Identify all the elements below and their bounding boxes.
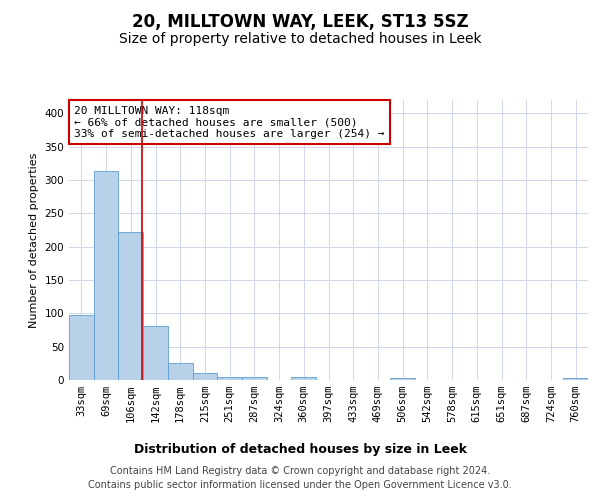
Text: 20 MILLTOWN WAY: 118sqm
← 66% of detached houses are smaller (500)
33% of semi-d: 20 MILLTOWN WAY: 118sqm ← 66% of detache… (74, 106, 385, 139)
Text: Contains HM Land Registry data © Crown copyright and database right 2024.
Contai: Contains HM Land Registry data © Crown c… (88, 466, 512, 490)
Bar (242, 378, 267, 380)
Bar (390, 378, 415, 380)
Bar (168, 364, 193, 380)
Bar (217, 376, 242, 380)
Bar (143, 326, 168, 380)
Text: Distribution of detached houses by size in Leek: Distribution of detached houses by size … (133, 442, 467, 456)
Y-axis label: Number of detached properties: Number of detached properties (29, 152, 39, 328)
Bar (69, 314, 94, 380)
Bar (94, 172, 118, 380)
Bar (193, 372, 217, 380)
Bar (292, 376, 316, 380)
Text: Size of property relative to detached houses in Leek: Size of property relative to detached ho… (119, 32, 481, 46)
Bar (118, 232, 143, 380)
Bar (563, 378, 588, 380)
Text: 20, MILLTOWN WAY, LEEK, ST13 5SZ: 20, MILLTOWN WAY, LEEK, ST13 5SZ (131, 12, 469, 30)
